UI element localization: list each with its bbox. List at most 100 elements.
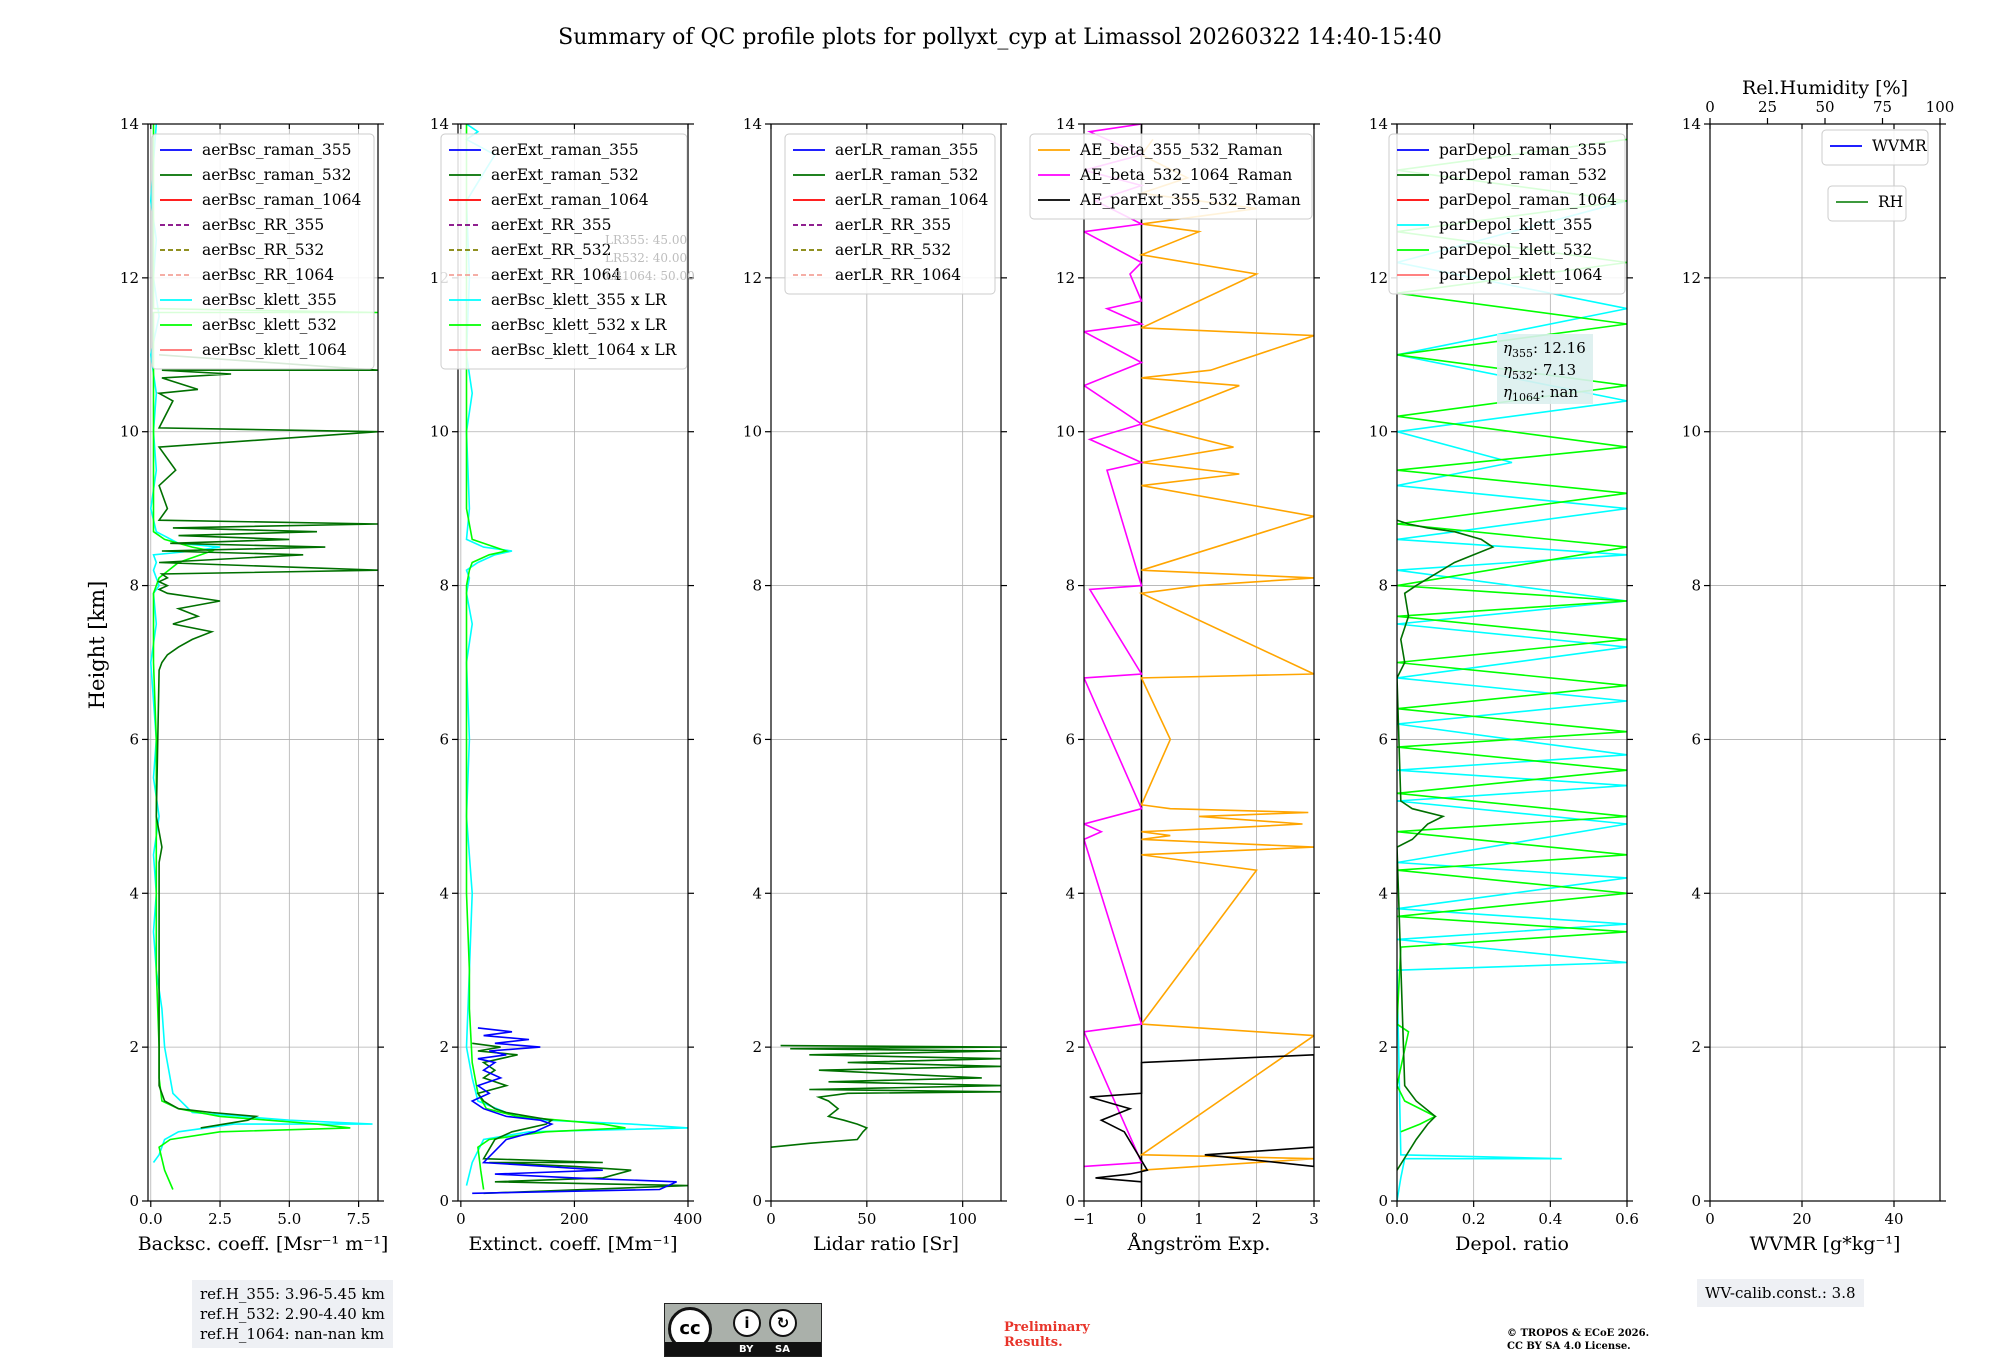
y-tick-label: 0 — [752, 1192, 762, 1210]
y-tick-label: 6 — [1691, 730, 1701, 748]
y-tick-label: 2 — [129, 1038, 139, 1056]
x-tick-label: 0 — [1705, 1210, 1715, 1228]
series-line-aerLR_raman_532 — [771, 1044, 1001, 1148]
legend-label: aerExt_raman_1064 — [491, 191, 649, 209]
y-tick-label: 8 — [752, 577, 762, 595]
y-tick-label: 2 — [752, 1038, 762, 1056]
figure-title: Summary of QC profile plots for pollyxt_… — [558, 25, 1442, 50]
reference-height-box: ref.H_355: 3.96-5.45 km ref.H_532: 2.90-… — [192, 1280, 393, 1348]
legend-label: aerExt_RR_532 — [491, 241, 612, 259]
eta-box — [1497, 334, 1593, 404]
y-tick-label: 6 — [439, 730, 449, 748]
legend-box — [784, 133, 996, 295]
chart-panel-5: 0.0 0.2 0.4 0.6 0 2 4 6 8 10 12 14 Depol. ratio parDe… — [1369, 115, 1639, 1255]
series-line-parDepol_klett_355 — [1397, 200, 1627, 1201]
y-tick-label: 14 — [120, 115, 139, 133]
y-tick-label: 12 — [120, 269, 139, 287]
copyright-line-1: © TROPOS & ECoE 2026. — [1507, 1328, 1650, 1339]
axes-frame — [770, 123, 1002, 1202]
eta-label: η532: 7.13 — [1503, 361, 1576, 382]
legend-label: parDepol_raman_532 — [1439, 166, 1607, 184]
y-tick-label: 4 — [439, 884, 449, 902]
top-x-tick-label: 75 — [1873, 98, 1892, 116]
eta-label: η355: 12.16 — [1503, 339, 1586, 360]
x-tick-label: 0 — [766, 1210, 776, 1228]
refH-355: ref.H_355: 3.96-5.45 km — [200, 1285, 385, 1303]
y-tick-label: 12 — [1056, 269, 1075, 287]
x-tick-label: 200 — [560, 1210, 589, 1228]
x-axis-label: WVMR [g*kg⁻¹] — [1750, 1233, 1901, 1255]
x-axis-label: Depol. ratio — [1455, 1233, 1569, 1255]
legend-label: aerExt_raman_355 — [491, 141, 639, 159]
series-group — [1397, 138, 1627, 1201]
y-tick-label: 14 — [1682, 115, 1701, 133]
legend-label: AE_beta_355_532_Raman — [1079, 141, 1282, 159]
x-tick-label: −1 — [1073, 1210, 1095, 1228]
y-tick-label: 8 — [129, 577, 139, 595]
y-tick-label: 2 — [1065, 1038, 1075, 1056]
legend-label: aerLR_RR_1064 — [835, 266, 961, 284]
series-line-aerExt_raman_355 — [470, 1027, 677, 1195]
series-group — [771, 1044, 1001, 1148]
legend-box — [1827, 185, 1907, 222]
y-tick-label: 14 — [430, 115, 449, 133]
x-tick-label: 400 — [674, 1210, 703, 1228]
legend-box — [151, 133, 375, 370]
y-tick-label: 0 — [1691, 1192, 1701, 1210]
refH-1064: ref.H_1064: nan-nan km — [200, 1325, 385, 1343]
x-tick-label: 7.5 — [347, 1210, 371, 1228]
y-tick-label: 10 — [1369, 423, 1388, 441]
legend-label: aerBsc_klett_532 x LR — [491, 316, 668, 334]
y-tick-label: 10 — [430, 423, 449, 441]
y-tick-label: 8 — [1065, 577, 1075, 595]
lidar-ratio-note: LR1064: 50.00 — [605, 269, 695, 283]
y-tick-label: 12 — [1682, 269, 1701, 287]
top-x-tick-label: 100 — [1926, 98, 1955, 116]
legend-box — [440, 133, 688, 370]
legend-label: aerBsc_raman_532 — [202, 166, 352, 184]
top-x-tick-label: 0 — [1705, 98, 1715, 116]
copyright-line-2: CC BY SA 4.0 License. — [1507, 1341, 1631, 1352]
lidar-ratio-note: LR355: 45.00 — [605, 233, 687, 247]
share-alike-icon: ↻ — [769, 1309, 797, 1337]
y-tick-label: 2 — [1691, 1038, 1701, 1056]
lidar-ratio-note: LR532: 40.00 — [605, 251, 687, 265]
x-tick-label: 2 — [1252, 1210, 1262, 1228]
x-axis-label: Extinct. coeff. [Mm⁻¹] — [468, 1233, 677, 1255]
y-tick-label: 8 — [1691, 577, 1701, 595]
legend-label: aerLR_raman_1064 — [835, 191, 988, 209]
legend-label: aerBsc_klett_532 — [202, 316, 337, 334]
legend-label: aerBsc_klett_355 x LR — [491, 291, 668, 309]
x-tick-label: 0.2 — [1462, 1210, 1486, 1228]
series-line-AE_beta_532_1064_Raman — [1084, 124, 1145, 1168]
y-tick-label: 8 — [1378, 577, 1388, 595]
x-tick-label: 0.6 — [1615, 1210, 1639, 1228]
legend-label: aerExt_raman_532 — [491, 166, 639, 184]
series-line-AE_parExt_355_532_Raman — [1089, 1053, 1314, 1183]
y-tick-label: 6 — [752, 730, 762, 748]
legend-label: aerLR_raman_532 — [835, 166, 978, 184]
x-tick-label: 0.0 — [1385, 1210, 1409, 1228]
x-tick-label: 50 — [857, 1210, 876, 1228]
legend-box — [1821, 129, 1929, 166]
y-axis-label: Height [km] — [85, 581, 109, 710]
x-tick-label: 40 — [1884, 1210, 1903, 1228]
legend-box — [1388, 133, 1626, 295]
legend-label: parDepol_raman_1064 — [1439, 191, 1617, 209]
x-tick-label: 1 — [1194, 1210, 1204, 1228]
y-tick-label: 4 — [1691, 884, 1701, 902]
series-line-aerBsc_klett_532 x LR — [465, 124, 626, 1190]
wv-calib-box: WV-calib.const.: 3.8 — [1697, 1279, 1864, 1307]
legend-label: aerBsc_RR_532 — [202, 241, 324, 259]
legend-label: aerBsc_raman_1064 — [202, 191, 362, 209]
axes-frame — [457, 123, 689, 1202]
y-tick-label: 0 — [1065, 1192, 1075, 1210]
legend-label: AE_beta_532_1064_Raman — [1079, 166, 1292, 184]
chart-panel-3: 0 50 100 0 2 4 6 8 10 12 14 Lidar ratio [Sr] aerLR_r… — [743, 115, 1007, 1255]
y-tick-label: 10 — [743, 423, 762, 441]
y-tick-label: 0 — [129, 1192, 139, 1210]
axes-frame — [147, 123, 379, 1202]
legend-label: aerBsc_RR_1064 — [202, 266, 334, 284]
y-tick-label: 6 — [129, 730, 139, 748]
